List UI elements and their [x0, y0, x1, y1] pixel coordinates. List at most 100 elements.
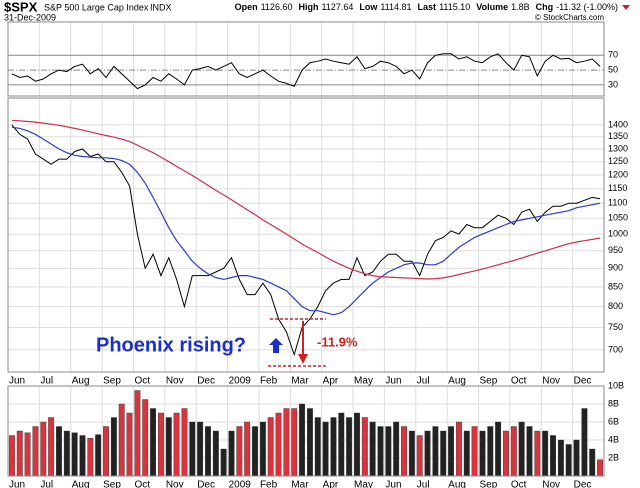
quote-value: 1115.10	[439, 2, 470, 12]
volume-bar	[542, 430, 549, 477]
quote-value: 1126.60	[261, 2, 293, 12]
x-tick-label: May	[354, 376, 373, 387]
volume-bar	[63, 430, 70, 477]
y-tick-label: 50	[608, 64, 618, 74]
volume-bar	[95, 434, 102, 477]
volume-bar	[228, 430, 235, 477]
x-tick-label: Dec	[574, 376, 592, 387]
panel-frame	[7, 97, 605, 373]
drop-arrow-head	[298, 354, 308, 364]
volume-bar	[173, 412, 180, 477]
volume-bar	[510, 426, 517, 477]
quote-value: -11.32 (-1.00%)	[556, 2, 618, 12]
x-tick-label: Jul	[417, 376, 430, 387]
x-tick-label: Nov	[542, 480, 560, 488]
volume-bar	[369, 421, 376, 477]
volume-bar	[24, 432, 31, 477]
x-tick-label: Sep	[480, 376, 498, 387]
quote-label: Chg	[536, 2, 554, 12]
x-tick-label: Nov	[542, 376, 560, 387]
quote: Open 1126.60 High 1127.64 Low 1114.81 Last 1115…	[235, 2, 618, 12]
volume-bar	[377, 426, 384, 477]
volume-bar	[424, 430, 431, 477]
volume-bar	[322, 421, 329, 477]
x-tick-label: Nov	[166, 376, 184, 387]
volume-bar	[56, 426, 62, 477]
volume-bar	[103, 426, 109, 477]
x-tick-label: Jul	[40, 480, 53, 488]
volume-bar	[118, 403, 125, 477]
y-tick-label: 1200	[608, 169, 628, 179]
x-tick-label: Jul	[417, 480, 430, 488]
y-tick-label: 2B	[608, 452, 619, 462]
x-tick-label: Jun	[9, 480, 25, 488]
y-tick-label: 70	[608, 50, 618, 60]
volume-bar	[299, 403, 306, 477]
x-tick-label: Aug	[72, 480, 90, 488]
volume-bar	[346, 417, 353, 477]
quote-value: 1114.81	[380, 2, 411, 12]
volume-bar	[479, 430, 486, 477]
quote-label: Last	[418, 2, 437, 12]
volume-bar	[181, 408, 188, 477]
volume-bar	[526, 426, 533, 477]
quote-label: Volume	[476, 2, 508, 12]
volume-bar	[416, 435, 423, 477]
x-tick-label: Jun	[385, 376, 401, 387]
x-tick-label: Oct	[511, 376, 527, 387]
volume-bar	[518, 421, 525, 477]
x-tick-label: Mar	[291, 480, 309, 488]
volume-bar	[275, 412, 282, 477]
volume-bar	[471, 426, 478, 477]
x-tick-label: Dec	[197, 376, 215, 387]
volume-bar	[205, 426, 211, 477]
x-tick-label: Sep	[103, 480, 121, 488]
y-tick-label: 8B	[608, 398, 619, 408]
x-tick-label: Sep	[480, 480, 498, 488]
x-tick-label: Aug	[448, 480, 466, 488]
y-tick-label: 1300	[608, 143, 628, 153]
volume-bar	[150, 408, 157, 477]
volume-bar	[557, 439, 564, 477]
volume-bar	[330, 417, 337, 477]
volume-bar	[126, 412, 133, 477]
volume-bar	[267, 417, 274, 477]
x-tick-label: Jun	[9, 376, 25, 387]
y-tick-label: 1150	[608, 183, 627, 193]
volume-bar	[393, 421, 400, 477]
y-tick-label: 850	[608, 281, 623, 291]
x-tick-label: Oct	[134, 376, 150, 387]
y-tick-label: 1400	[608, 119, 628, 129]
volume-bar	[252, 426, 258, 477]
x-tick-label: May	[354, 480, 373, 488]
volume-bar	[565, 444, 572, 477]
x-tick-label: Feb	[260, 376, 278, 387]
y-tick-label: 6B	[608, 416, 619, 426]
x-tick-label: 2009	[229, 480, 252, 488]
x-tick-label: Jun	[385, 480, 401, 488]
quote-label: Open	[235, 2, 258, 12]
volume-bar	[314, 417, 321, 477]
panel-frame	[7, 385, 605, 477]
y-tick-label: 700	[608, 344, 623, 354]
volume-bar	[597, 459, 604, 477]
quote-label: Low	[359, 2, 378, 12]
volume-bar	[16, 430, 23, 477]
volume-bar	[487, 426, 494, 477]
x-tick-label: Dec	[197, 480, 215, 488]
y-tick-label: 950	[608, 245, 623, 255]
volume-bar	[306, 408, 313, 477]
change-arrow	[622, 5, 630, 10]
x-tick-label: Aug	[72, 376, 90, 387]
volume-bar	[291, 408, 298, 477]
y-tick-label: 1250	[608, 156, 628, 166]
volume-bar	[142, 399, 149, 477]
panel-frame	[7, 21, 605, 97]
volume-bar	[197, 421, 204, 477]
exchange: INDX	[150, 2, 172, 12]
volume-bar	[354, 412, 360, 477]
volume-bar	[236, 426, 243, 477]
volume-bar	[71, 432, 78, 477]
volume-bar	[432, 426, 439, 477]
